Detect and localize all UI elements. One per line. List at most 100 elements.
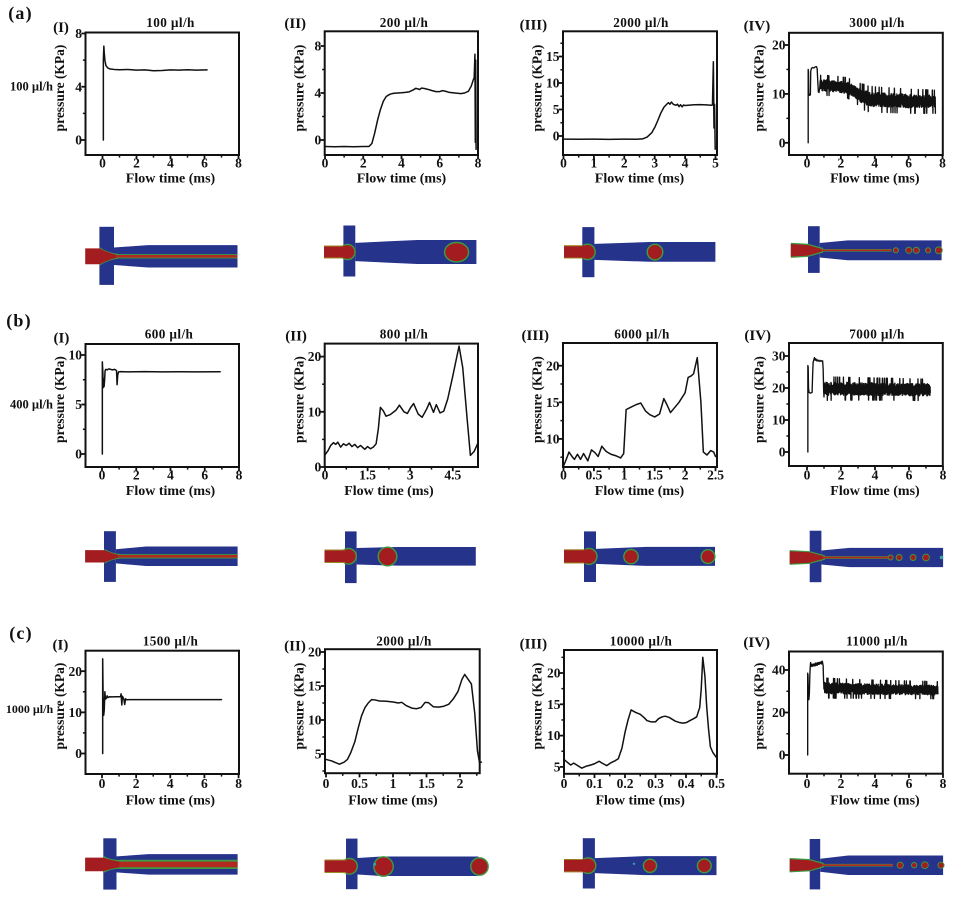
svg-text:4.5: 4.5 xyxy=(444,468,461,483)
svg-text:0: 0 xyxy=(99,155,106,170)
svg-text:100 µl/h: 100 µl/h xyxy=(10,80,53,94)
svg-text:0: 0 xyxy=(561,776,568,791)
svg-text:pressure (KPa): pressure (KPa) xyxy=(752,45,767,132)
svg-text:6: 6 xyxy=(905,155,912,170)
svg-text:4: 4 xyxy=(75,79,82,94)
svg-text:(b): (b) xyxy=(6,310,32,331)
svg-text:pressure (KPa): pressure (KPa) xyxy=(292,45,307,132)
svg-text:2: 2 xyxy=(457,776,464,791)
svg-text:4: 4 xyxy=(398,155,405,170)
svg-text:0: 0 xyxy=(314,133,321,148)
svg-text:Flow time (ms): Flow time (ms) xyxy=(595,794,685,809)
svg-text:200 µl/h: 200 µl/h xyxy=(380,15,429,30)
svg-text:400 µl/h: 400 µl/h xyxy=(10,398,53,412)
svg-text:0: 0 xyxy=(804,468,811,483)
svg-text:4: 4 xyxy=(682,155,689,170)
svg-text:20: 20 xyxy=(546,358,560,373)
svg-text:Flow time (ms): Flow time (ms) xyxy=(357,171,447,186)
svg-text:4: 4 xyxy=(314,86,321,101)
svg-text:0.5: 0.5 xyxy=(585,468,602,483)
svg-text:8: 8 xyxy=(940,468,947,483)
svg-text:Flow time (ms): Flow time (ms) xyxy=(830,794,920,809)
svg-text:pressure (KPa): pressure (KPa) xyxy=(752,356,767,443)
svg-text:0: 0 xyxy=(75,746,82,761)
svg-text:0: 0 xyxy=(779,748,786,763)
svg-text:(IV): (IV) xyxy=(744,18,771,34)
svg-text:6: 6 xyxy=(436,155,443,170)
svg-text:20: 20 xyxy=(772,705,786,720)
svg-text:(a): (a) xyxy=(8,3,33,24)
svg-text:pressure (KPa): pressure (KPa) xyxy=(752,663,767,750)
svg-text:0.1: 0.1 xyxy=(586,776,603,791)
svg-text:1: 1 xyxy=(390,776,397,791)
svg-text:2: 2 xyxy=(360,155,367,170)
svg-text:20: 20 xyxy=(547,666,561,681)
svg-text:8: 8 xyxy=(475,155,482,170)
svg-text:0.2: 0.2 xyxy=(617,776,634,791)
svg-text:20: 20 xyxy=(308,349,322,364)
svg-text:15: 15 xyxy=(547,697,561,712)
svg-text:6: 6 xyxy=(201,468,208,483)
svg-text:1500 µl/h: 1500 µl/h xyxy=(143,634,199,649)
svg-text:10: 10 xyxy=(772,87,786,102)
svg-text:3: 3 xyxy=(651,155,658,170)
svg-text:2000 µl/h: 2000 µl/h xyxy=(376,634,432,649)
svg-text:0: 0 xyxy=(804,776,811,791)
svg-text:5: 5 xyxy=(553,102,560,117)
svg-text:5: 5 xyxy=(315,747,322,762)
svg-text:5: 5 xyxy=(712,155,719,170)
svg-text:0: 0 xyxy=(779,135,786,150)
svg-text:1: 1 xyxy=(591,155,598,170)
svg-text:4: 4 xyxy=(872,468,879,483)
svg-text:pressure (KPa): pressure (KPa) xyxy=(530,45,545,132)
svg-text:4: 4 xyxy=(872,776,879,791)
svg-text:8: 8 xyxy=(940,776,947,791)
svg-text:8: 8 xyxy=(939,155,946,170)
svg-text:100 µl/h: 100 µl/h xyxy=(146,15,195,30)
svg-text:40: 40 xyxy=(772,663,786,678)
svg-text:8: 8 xyxy=(235,155,242,170)
svg-text:4: 4 xyxy=(167,468,174,483)
svg-text:0: 0 xyxy=(75,447,82,462)
svg-text:10: 10 xyxy=(546,432,560,447)
svg-text:0.3: 0.3 xyxy=(647,776,664,791)
svg-text:0: 0 xyxy=(99,776,106,791)
svg-text:(II): (II) xyxy=(285,328,307,344)
svg-text:(IV): (IV) xyxy=(744,328,771,344)
svg-text:30: 30 xyxy=(772,349,786,364)
svg-text:0: 0 xyxy=(314,460,321,475)
svg-text:6: 6 xyxy=(906,776,913,791)
svg-text:11000 µl/h: 11000 µl/h xyxy=(846,634,908,649)
svg-text:0.5: 0.5 xyxy=(708,776,725,791)
svg-text:Flow time (ms): Flow time (ms) xyxy=(595,171,685,186)
svg-text:pressure (KPa): pressure (KPa) xyxy=(530,356,545,443)
svg-text:6: 6 xyxy=(201,776,208,791)
svg-text:pressure (KPa): pressure (KPa) xyxy=(530,663,545,750)
svg-text:20: 20 xyxy=(772,381,786,396)
svg-text:20: 20 xyxy=(69,664,83,679)
svg-text:2: 2 xyxy=(133,776,140,791)
svg-text:3000 µl/h: 3000 µl/h xyxy=(849,15,905,30)
svg-text:(II): (II) xyxy=(284,16,306,32)
svg-text:pressure (KPa): pressure (KPa) xyxy=(292,356,307,443)
svg-text:0: 0 xyxy=(323,776,330,791)
svg-text:20: 20 xyxy=(772,38,786,53)
svg-text:0: 0 xyxy=(322,468,329,483)
svg-text:2: 2 xyxy=(838,776,845,791)
svg-text:10: 10 xyxy=(308,404,322,419)
svg-text:10: 10 xyxy=(69,348,83,363)
svg-text:pressure (KPa): pressure (KPa) xyxy=(292,663,307,750)
svg-text:2: 2 xyxy=(838,468,845,483)
svg-text:2: 2 xyxy=(838,155,845,170)
svg-text:0: 0 xyxy=(75,133,82,148)
svg-text:8: 8 xyxy=(75,26,82,41)
svg-text:0: 0 xyxy=(779,445,786,460)
svg-text:15: 15 xyxy=(546,395,560,410)
svg-text:5: 5 xyxy=(75,397,82,412)
svg-text:pressure (KPa): pressure (KPa) xyxy=(52,356,67,443)
svg-text:2.5: 2.5 xyxy=(707,468,724,483)
svg-text:Flow time (ms): Flow time (ms) xyxy=(830,484,920,499)
svg-text:0: 0 xyxy=(560,468,567,483)
svg-text:(I): (I) xyxy=(53,331,69,347)
svg-text:10: 10 xyxy=(547,728,561,743)
